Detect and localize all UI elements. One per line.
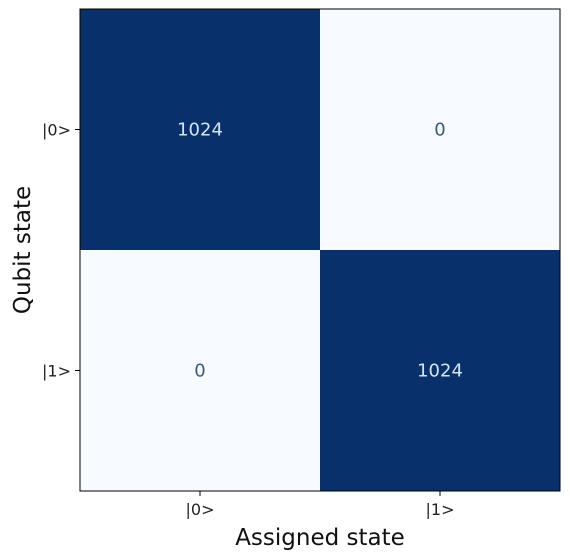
heatmap-cell-r1-c1 — [320, 250, 560, 491]
x-tick-label-0: |0> — [186, 500, 215, 519]
y-tick-label-0: |0> — [42, 121, 71, 140]
y-tick-label-1: |1> — [42, 362, 71, 381]
y-axis-label: Qubit state — [10, 186, 36, 314]
heatmap-cell-r1-c0 — [80, 250, 320, 491]
heatmap-cell-labels: 1024 0 0 1024 — [177, 120, 463, 382]
x-axis-label: Assigned state — [235, 525, 405, 551]
y-axis-ticks: |0> |1> — [42, 121, 80, 381]
cell-value-r0-c0: 1024 — [177, 120, 223, 141]
heatmap-cell-r0-c1 — [320, 9, 560, 250]
x-tick-label-1: |1> — [426, 500, 455, 519]
cell-value-r1-c0: 0 — [194, 361, 205, 382]
heatmap-cell-r0-c0 — [80, 9, 320, 250]
cell-value-r1-c1: 1024 — [417, 361, 463, 382]
cell-value-r0-c1: 0 — [434, 120, 445, 141]
x-axis-ticks: |0> |1> — [186, 491, 455, 519]
plot-frame — [79, 8, 561, 492]
heatmap-cells — [80, 9, 560, 491]
